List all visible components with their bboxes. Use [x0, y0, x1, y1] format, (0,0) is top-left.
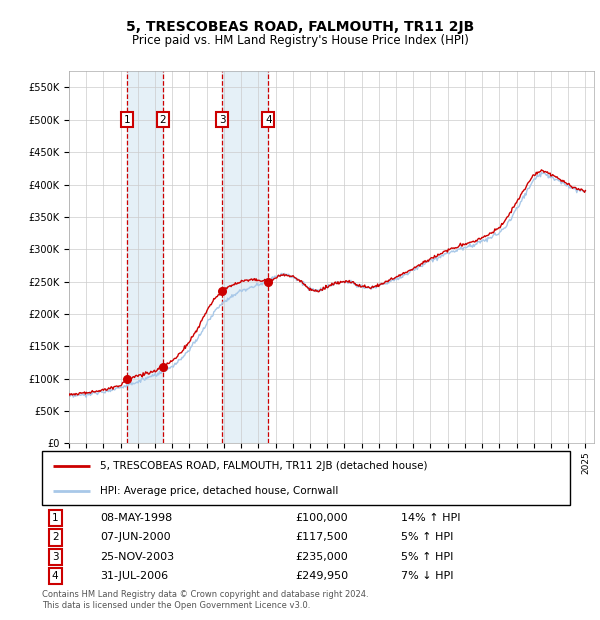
Text: 5% ↑ HPI: 5% ↑ HPI [401, 533, 454, 542]
Text: Price paid vs. HM Land Registry's House Price Index (HPI): Price paid vs. HM Land Registry's House … [131, 34, 469, 47]
Text: £100,000: £100,000 [295, 513, 348, 523]
Text: £249,950: £249,950 [295, 571, 349, 581]
Text: 07-JUN-2000: 07-JUN-2000 [100, 533, 171, 542]
Text: 4: 4 [52, 571, 59, 581]
Text: £235,000: £235,000 [295, 552, 348, 562]
Bar [127, 71, 163, 443]
Text: 14% ↑ HPI: 14% ↑ HPI [401, 513, 461, 523]
Text: 1: 1 [124, 115, 130, 125]
Text: Contains HM Land Registry data © Crown copyright and database right 2024.
This d: Contains HM Land Registry data © Crown c… [42, 590, 368, 609]
Text: 5, TRESCOBEAS ROAD, FALMOUTH, TR11 2JB (detached house): 5, TRESCOBEAS ROAD, FALMOUTH, TR11 2JB (… [100, 461, 428, 471]
Text: 5, TRESCOBEAS ROAD, FALMOUTH, TR11 2JB: 5, TRESCOBEAS ROAD, FALMOUTH, TR11 2JB [126, 20, 474, 34]
Text: 1: 1 [52, 513, 59, 523]
Text: 2: 2 [160, 115, 166, 125]
Text: 5% ↑ HPI: 5% ↑ HPI [401, 552, 454, 562]
Text: 3: 3 [219, 115, 226, 125]
Text: 08-MAY-1998: 08-MAY-1998 [100, 513, 172, 523]
Bar [222, 71, 268, 443]
Text: 31-JUL-2006: 31-JUL-2006 [100, 571, 168, 581]
Text: 25-NOV-2003: 25-NOV-2003 [100, 552, 174, 562]
Text: HPI: Average price, detached house, Cornwall: HPI: Average price, detached house, Corn… [100, 485, 338, 495]
Text: £117,500: £117,500 [295, 533, 348, 542]
Text: 7% ↓ HPI: 7% ↓ HPI [401, 571, 454, 581]
Text: 2: 2 [52, 533, 59, 542]
Text: 4: 4 [265, 115, 272, 125]
Text: 3: 3 [52, 552, 59, 562]
